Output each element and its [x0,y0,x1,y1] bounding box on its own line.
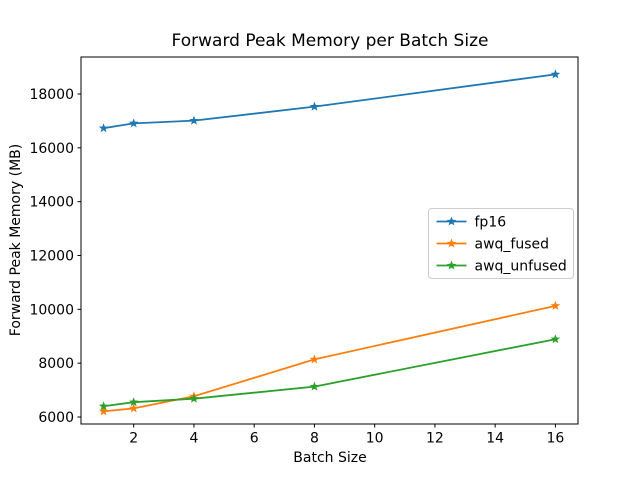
legend-marker-awq_unfused [446,260,457,270]
data-point-marker-awq_unfused [550,334,561,344]
y-tick-label: 18000 [29,87,74,103]
x-tick-label: 2 [129,431,138,447]
x-tick-label: 6 [250,431,259,447]
data-point-marker-awq_fused [128,403,139,413]
legend-marker-fp16 [446,216,457,226]
y-tick-label: 12000 [29,249,74,265]
x-tick-label: 10 [366,431,384,447]
y-tick-label: 10000 [29,302,74,318]
x-tick-label: 16 [546,431,564,447]
y-tick-label: 16000 [29,141,74,157]
data-point-marker-awq_unfused [128,397,139,407]
data-point-marker-fp16 [189,115,199,125]
data-point-marker-awq_unfused [98,401,109,411]
y-tick-label: 6000 [38,410,74,426]
y-tick-label: 8000 [38,356,74,372]
legend-box [428,208,574,279]
y-tick-label: 14000 [29,195,74,211]
data-point-marker-fp16 [309,101,320,111]
data-point-marker-awq_fused [550,300,561,310]
data-point-marker-fp16 [98,123,109,133]
data-point-marker-awq_unfused [309,381,320,391]
x-axis-label: Batch Size [293,450,367,466]
data-point-marker-fp16 [550,69,561,79]
data-point-marker-awq_fused [98,406,109,416]
x-tick-label: 8 [310,431,319,447]
x-tick-label: 12 [426,431,444,447]
chart-title: Forward Peak Memory per Batch Size [171,31,489,51]
x-tick-label: 4 [189,431,198,447]
data-point-marker-awq_unfused [189,393,199,403]
legend-label-awq_unfused: awq_unfused [475,259,567,275]
x-tick-label: 14 [486,431,504,447]
data-point-marker-awq_fused [309,354,320,364]
legend-marker-awq_fused [446,238,457,248]
legend-label-awq_fused: awq_fused [475,237,550,253]
legend-label-fp16: fp16 [475,215,507,231]
data-point-marker-fp16 [128,118,139,128]
